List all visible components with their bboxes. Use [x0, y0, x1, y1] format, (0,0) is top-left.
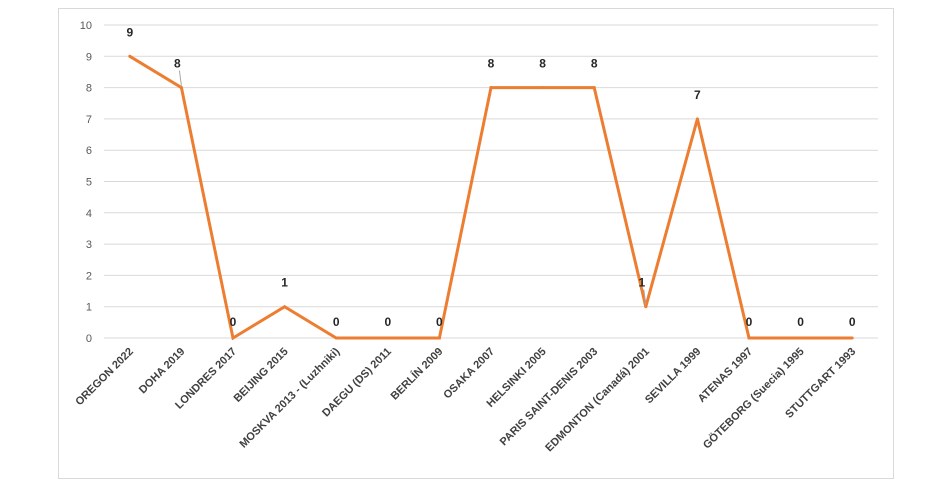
y-tick-label: 7 [86, 114, 92, 126]
y-tick-label: 2 [86, 270, 92, 282]
y-tick-label: 0 [86, 333, 92, 345]
x-tick-label: DOHA 2019 [137, 346, 188, 397]
data-label: 0 [436, 315, 443, 329]
data-label: 9 [126, 25, 133, 39]
data-point [799, 336, 803, 340]
data-label: 0 [849, 315, 856, 329]
y-tick-label: 10 [80, 20, 92, 32]
x-tick-label: GÖTEBORG (Suecia) 1995 [700, 345, 806, 451]
data-label: 1 [281, 276, 288, 290]
data-point [695, 117, 699, 121]
data-point [179, 86, 183, 90]
x-tick-label: OSAKA 2007 [441, 346, 497, 402]
data-point [747, 336, 751, 340]
y-tick-label: 9 [86, 51, 92, 63]
data-point [283, 305, 287, 309]
data-label: 0 [230, 315, 237, 329]
data-point [850, 336, 854, 340]
leader-line [178, 70, 182, 86]
data-point [541, 86, 545, 90]
data-point [334, 336, 338, 340]
leader-line [643, 289, 647, 305]
y-axis: 0 1 2 3 4 5 6 7 8 9 10 [80, 20, 92, 345]
data-label: 7 [694, 88, 701, 102]
data-point [592, 86, 596, 90]
data-label: 1 [638, 276, 645, 290]
data-labels: 9 8 0 1 0 0 0 8 8 8 1 7 0 0 0 [126, 25, 855, 329]
y-tick-label: 5 [86, 177, 92, 189]
data-label: 0 [746, 315, 753, 329]
data-point [437, 336, 441, 340]
data-point [231, 336, 235, 340]
data-label: 8 [591, 57, 598, 71]
x-tick-label: MOSKVA 2013 - (Luzhniki) [237, 345, 342, 450]
data-point [128, 54, 132, 58]
series-line [129, 55, 853, 341]
y-tick-label: 6 [86, 145, 92, 157]
chart-area [58, 8, 894, 479]
y-tick-label: 1 [86, 302, 92, 314]
x-tick-label: BERLÍN 2009 [388, 345, 446, 403]
data-label: 8 [488, 57, 495, 71]
data-label: 8 [539, 57, 546, 71]
series-line-group [128, 54, 854, 341]
x-tick-label: BEIJING 2015 [232, 346, 291, 405]
data-label: 0 [333, 315, 340, 329]
data-label: 0 [384, 315, 391, 329]
x-tick-label: EDMONTON (Canadá) 2001 [543, 346, 652, 455]
x-tick-label: PARIS SAINT-DENIS 2003 [498, 346, 601, 449]
y-tick-label: 8 [86, 83, 92, 95]
x-tick-label: ATENAS 1997 [696, 346, 755, 405]
data-point [644, 305, 648, 309]
y-tick-label: 3 [86, 239, 92, 251]
y-tick-label: 4 [86, 208, 92, 220]
data-label: 8 [174, 57, 181, 71]
data-point [386, 336, 390, 340]
gridlines [104, 24, 878, 339]
x-tick-label: SEVILLA 1999 [643, 346, 704, 407]
data-label: 0 [797, 315, 804, 329]
data-point [489, 86, 493, 90]
x-tick-label: OREGON 2022 [73, 346, 136, 409]
